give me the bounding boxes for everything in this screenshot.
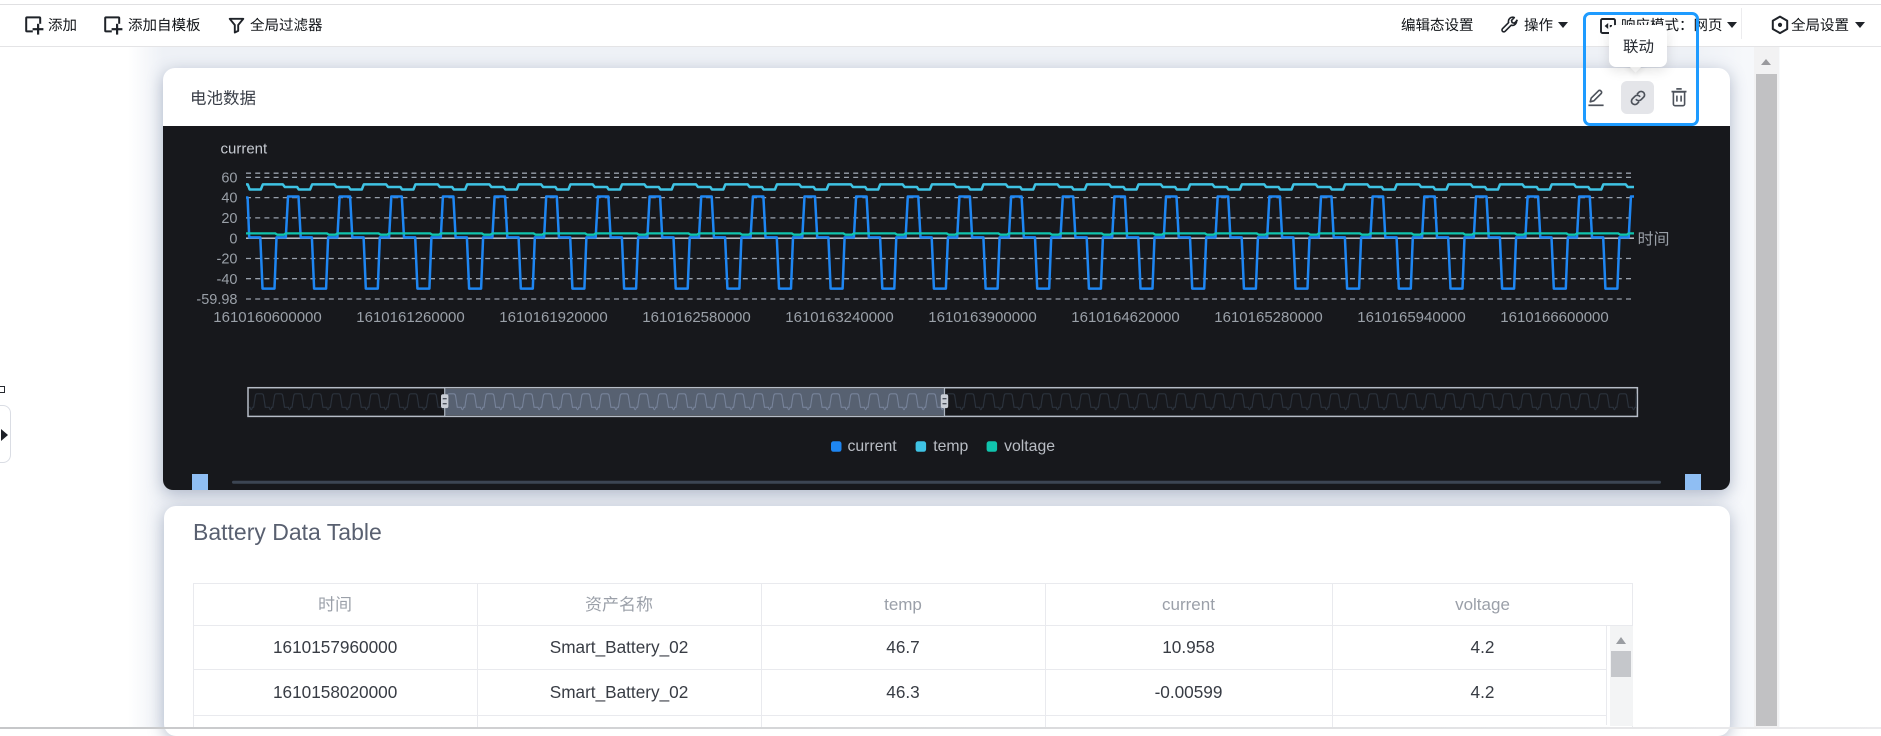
svg-text:1610164620000: 1610164620000 (1071, 309, 1179, 326)
svg-text:1610163900000: 1610163900000 (928, 309, 1036, 326)
svg-text:1610165280000: 1610165280000 (1214, 309, 1322, 326)
svg-text:0: 0 (229, 231, 237, 247)
svg-text:-40: -40 (217, 272, 238, 288)
svg-text:1610161260000: 1610161260000 (356, 309, 464, 326)
svg-text:voltage: voltage (1004, 438, 1055, 455)
svg-text:40: 40 (221, 191, 237, 207)
svg-text:1610160600000: 1610160600000 (213, 309, 321, 326)
svg-text:-59.98: -59.98 (196, 292, 237, 308)
svg-text:1610165940000: 1610165940000 (1357, 309, 1465, 326)
svg-text:current: current (848, 438, 898, 455)
svg-text:1610163240000: 1610163240000 (785, 309, 893, 326)
svg-text:1610166600000: 1610166600000 (1500, 309, 1608, 326)
svg-text:temp: temp (933, 438, 968, 455)
svg-text:-20: -20 (217, 252, 238, 268)
svg-text:60: 60 (221, 170, 237, 186)
svg-text:current: current (221, 141, 269, 158)
svg-text:1610162580000: 1610162580000 (642, 309, 750, 326)
svg-text:1610161920000: 1610161920000 (499, 309, 607, 326)
svg-text:20: 20 (221, 211, 237, 227)
